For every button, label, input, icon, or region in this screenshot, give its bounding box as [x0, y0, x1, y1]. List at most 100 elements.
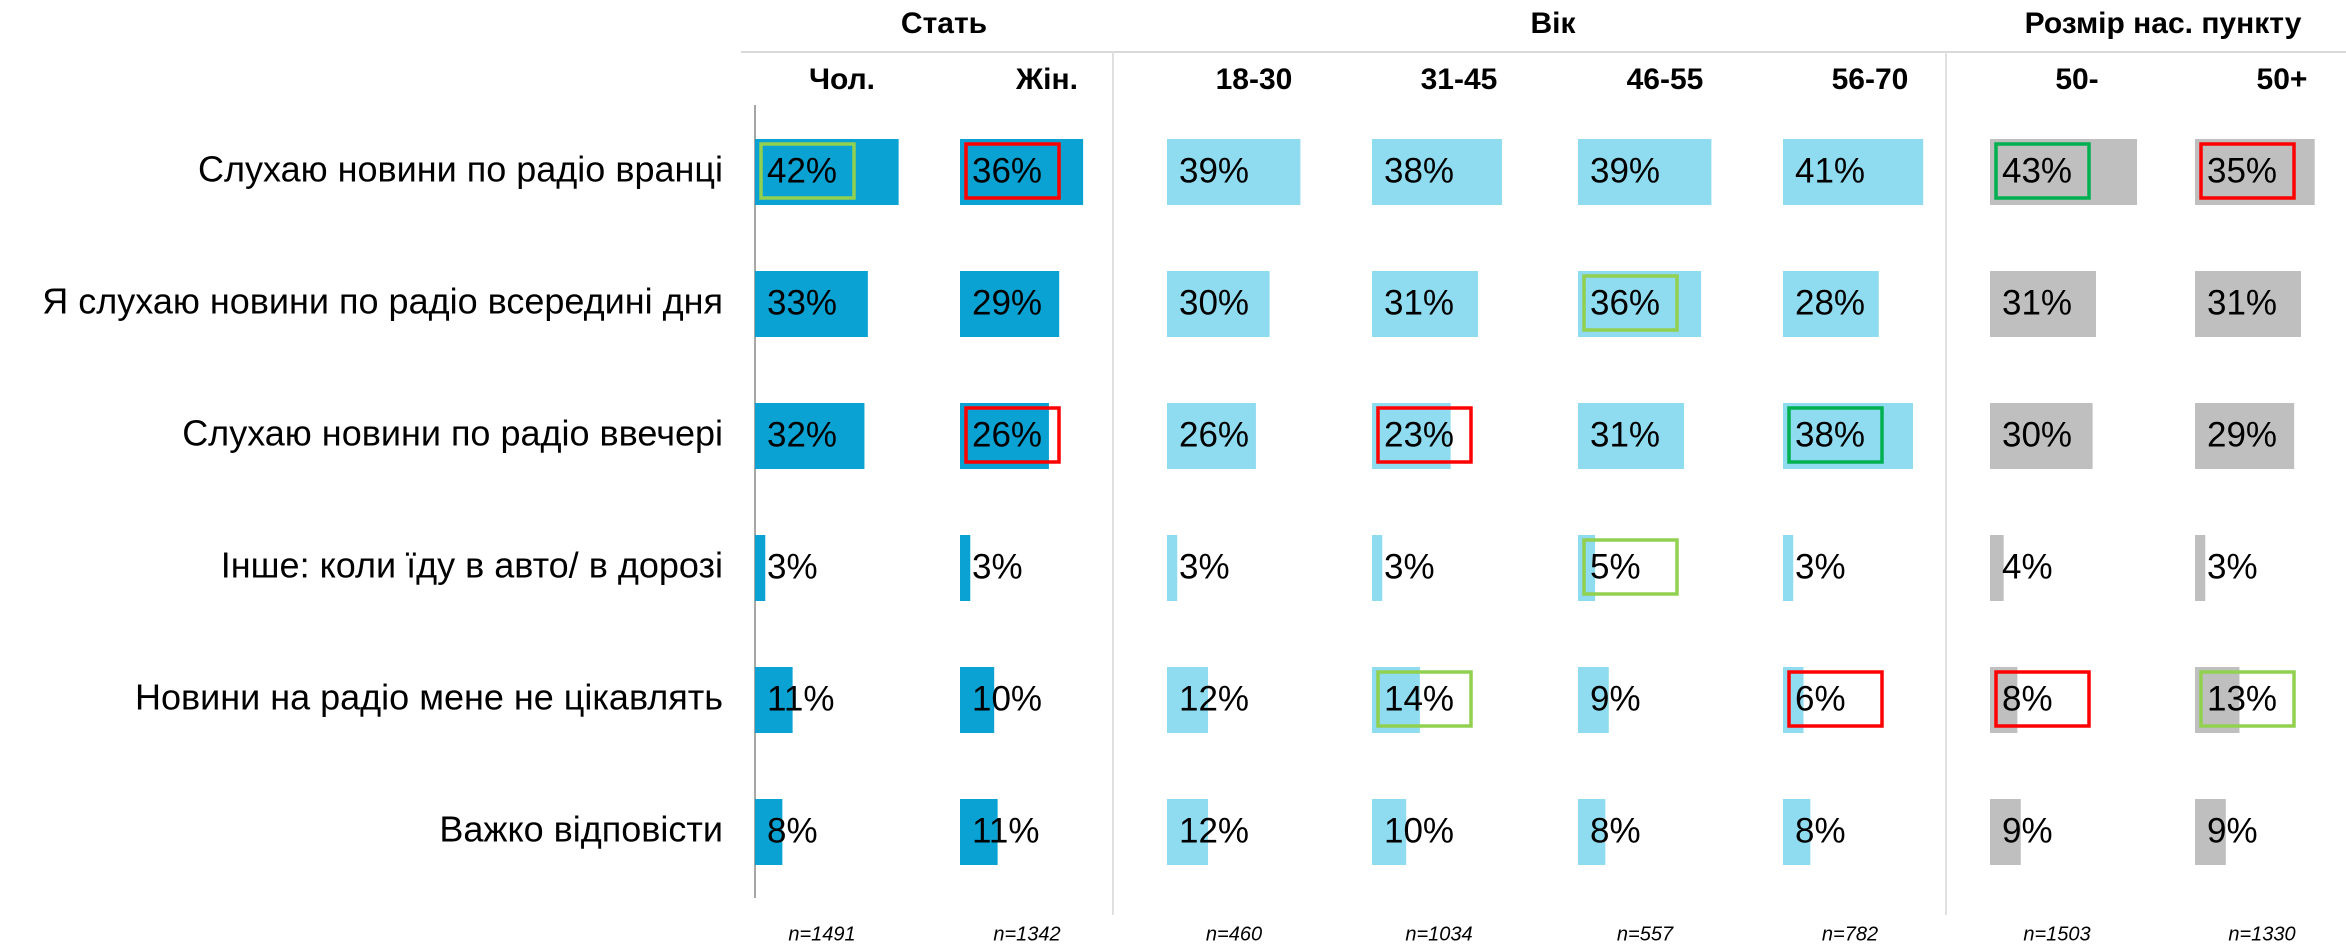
- sample-size: n=1034: [1405, 923, 1472, 945]
- highlight-box: [1376, 406, 1473, 464]
- bar: [960, 667, 995, 733]
- highlight-box: [2199, 142, 2296, 200]
- bar: [1578, 139, 1712, 205]
- value-label: 36%: [1590, 283, 1660, 322]
- bar: [1783, 403, 1913, 469]
- bar: [1783, 535, 1794, 601]
- sample-size: n=1503: [2023, 923, 2090, 945]
- value-label: 8%: [2002, 679, 2053, 718]
- bar: [755, 139, 899, 205]
- group-title: Стать: [901, 7, 987, 40]
- row-label: Слухаю новини по радіо ввечері: [182, 413, 723, 454]
- bar: [960, 799, 998, 865]
- column-header: 46-55: [1627, 63, 1704, 96]
- group-title: Вік: [1530, 7, 1576, 40]
- bar: [1783, 139, 1924, 205]
- highlight-box: [1582, 274, 1679, 332]
- bar: [1578, 799, 1606, 865]
- highlight-box: [1787, 670, 1884, 728]
- bar: [755, 403, 865, 469]
- highlight-box: [2199, 670, 2296, 728]
- value-label: 14%: [1384, 679, 1454, 718]
- bar: [1990, 799, 2021, 865]
- sample-size: n=1342: [993, 923, 1060, 945]
- column-header: 18-30: [1216, 63, 1293, 96]
- highlight-box: [964, 142, 1061, 200]
- value-label: 5%: [1590, 547, 1641, 586]
- highlight-box: [1787, 406, 1884, 464]
- column-header: 50-: [2055, 63, 2098, 96]
- sample-size: n=557: [1617, 923, 1674, 945]
- bar: [1783, 271, 1879, 337]
- value-label: 8%: [767, 811, 818, 850]
- column-header: 56-70: [1832, 63, 1909, 96]
- value-label: 3%: [1179, 547, 1230, 586]
- bar: [755, 271, 868, 337]
- bar: [960, 139, 1084, 205]
- bar: [1167, 271, 1270, 337]
- highlight-box: [1994, 670, 2091, 728]
- value-label: 3%: [2207, 547, 2258, 586]
- bar: [1990, 139, 2138, 205]
- sample-size: n=460: [1206, 923, 1262, 945]
- value-label: 41%: [1795, 151, 1865, 190]
- bar: [1167, 799, 1209, 865]
- value-label: 38%: [1384, 151, 1454, 190]
- highlight-box: [964, 406, 1061, 464]
- value-label: 31%: [1590, 415, 1660, 454]
- value-label: 4%: [2002, 547, 2053, 586]
- bar: [1783, 799, 1811, 865]
- column-header: Жін.: [1015, 63, 1078, 96]
- value-label: 12%: [1179, 679, 1249, 718]
- bar: [1372, 139, 1502, 205]
- value-label: 9%: [1590, 679, 1641, 718]
- value-label: 3%: [1795, 547, 1846, 586]
- value-label: 3%: [1384, 547, 1435, 586]
- bar: [1167, 139, 1301, 205]
- value-label: 11%: [972, 811, 1039, 850]
- bar: [2195, 271, 2302, 337]
- bar: [755, 535, 766, 601]
- row-label: Слухаю новини по радіо вранці: [198, 149, 723, 190]
- value-label: 39%: [1179, 151, 1249, 190]
- value-label: 26%: [972, 415, 1042, 454]
- value-label: 10%: [972, 679, 1042, 718]
- sample-size: n=1491: [788, 923, 855, 945]
- bar: [960, 271, 1060, 337]
- bar: [1372, 667, 1420, 733]
- column-header: Чол.: [809, 63, 875, 96]
- bar: [1990, 271, 2097, 337]
- highlight-box: [759, 142, 856, 200]
- value-label: 8%: [1795, 811, 1846, 850]
- column-header: 50+: [2257, 63, 2308, 96]
- value-label: 26%: [1179, 415, 1249, 454]
- value-label: 31%: [1384, 283, 1454, 322]
- bar: [755, 799, 783, 865]
- bar: [1372, 271, 1479, 337]
- value-label: 36%: [972, 151, 1042, 190]
- row-label: Я слухаю новини по радіо всередині дня: [42, 281, 723, 322]
- value-label: 39%: [1590, 151, 1660, 190]
- bar: [1578, 271, 1702, 337]
- group-title: Розмір нас. пункту: [2025, 7, 2302, 40]
- bar: [2195, 403, 2295, 469]
- bar: [1167, 403, 1256, 469]
- value-label: 29%: [972, 283, 1042, 322]
- value-label: 43%: [2002, 151, 2072, 190]
- value-label: 8%: [1590, 811, 1641, 850]
- bar: [1990, 535, 2004, 601]
- row-label: Важко відповісти: [439, 809, 723, 850]
- highlight-box: [1994, 142, 2091, 200]
- value-label: 38%: [1795, 415, 1865, 454]
- bar: [960, 535, 971, 601]
- bar: [1372, 535, 1383, 601]
- value-label: 42%: [767, 151, 837, 190]
- value-label: 23%: [1384, 415, 1454, 454]
- bar: [2195, 535, 2206, 601]
- bar: [1167, 535, 1178, 601]
- value-label: 29%: [2207, 415, 2277, 454]
- highlight-box: [1376, 670, 1473, 728]
- value-label: 6%: [1795, 679, 1846, 718]
- value-label: 9%: [2207, 811, 2258, 850]
